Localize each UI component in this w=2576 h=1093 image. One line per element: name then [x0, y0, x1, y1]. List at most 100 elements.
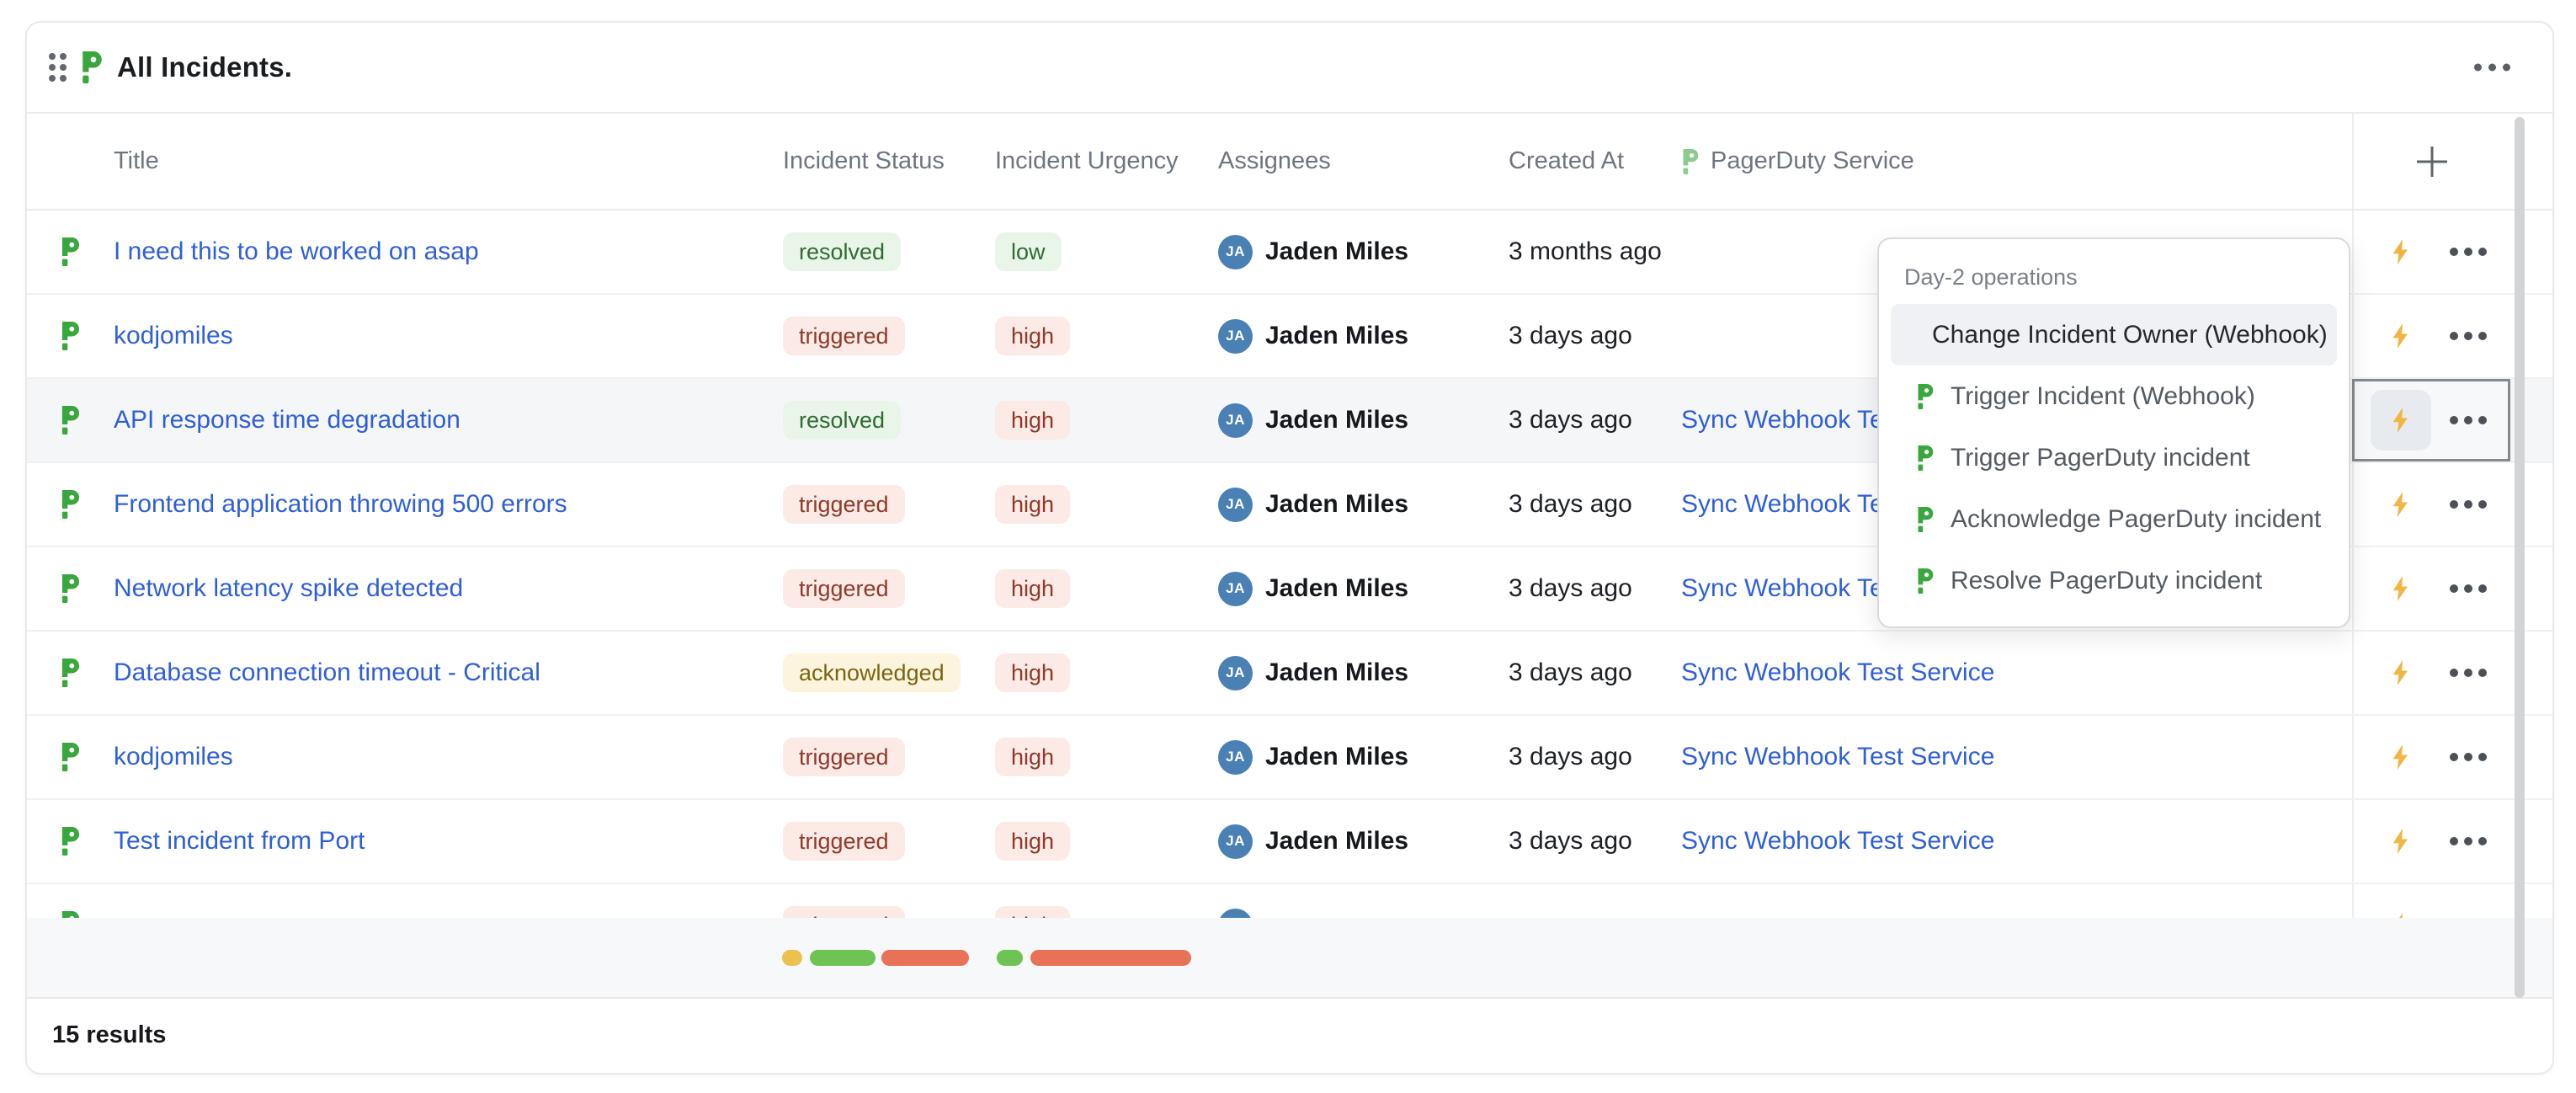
title-cell: kodjomiles — [114, 743, 783, 771]
status-badge: resolved — [783, 232, 901, 271]
pagerduty-port-icon — [80, 51, 104, 83]
run-action-button[interactable] — [2377, 481, 2424, 528]
urgency-cell: high — [995, 317, 1218, 355]
row-entity-cell — [27, 658, 114, 687]
row-menu-button[interactable] — [2445, 649, 2492, 696]
pagerduty-entity-icon — [60, 827, 81, 856]
urgency-badge: high — [995, 569, 1070, 608]
popup-menu-item-label: Trigger Incident (Webhook) — [1951, 382, 2255, 411]
table-row: triggered high — [27, 884, 2552, 918]
run-action-button[interactable] — [2371, 390, 2431, 451]
run-action-button[interactable] — [2377, 312, 2424, 360]
lightning-bolt-icon — [2387, 237, 2415, 266]
row-entity-cell — [27, 322, 114, 350]
pagerduty-entity-icon — [60, 911, 81, 918]
row-actions-cell — [2352, 463, 2510, 546]
popup-group-label: Day-2 operations — [1879, 259, 2349, 304]
avatar — [1218, 909, 1253, 919]
pagerduty-service-link[interactable]: Sync Webhook Test Service — [1681, 827, 1994, 855]
column-header-pagerduty-service[interactable]: PagerDuty Service — [1681, 147, 2352, 175]
lightning-bolt-icon — [2387, 743, 2415, 771]
results-count: 15 results — [52, 1021, 166, 1049]
popup-menu-item[interactable]: Resolve PagerDuty incident — [1891, 550, 2337, 611]
lightning-bolt-icon — [2387, 574, 2415, 603]
assignee-name: Jaden Miles — [1265, 574, 1408, 603]
add-column-cell — [2352, 114, 2510, 209]
incident-title-link[interactable]: Test incident from Port — [114, 827, 365, 855]
run-action-button[interactable] — [2377, 818, 2424, 865]
ellipsis-icon — [2450, 248, 2487, 256]
run-action-button[interactable] — [2377, 565, 2424, 612]
incident-title-link[interactable]: Database connection timeout - Critical — [114, 658, 540, 686]
row-menu-button[interactable] — [2445, 228, 2492, 275]
vertical-scrollbar[interactable] — [2515, 117, 2525, 998]
pagerduty-entity-icon — [60, 658, 81, 687]
incident-title-link[interactable]: Network latency spike detected — [114, 574, 463, 602]
popup-menu-item-label: Resolve PagerDuty incident — [1951, 567, 2262, 595]
urgency-badge: high — [995, 738, 1070, 776]
popup-menu-item[interactable]: Acknowledge PagerDuty incident — [1891, 488, 2337, 550]
status-badge: triggered — [783, 485, 905, 524]
run-action-button[interactable] — [2377, 733, 2424, 781]
status-cell: acknowledged — [783, 653, 995, 692]
row-entity-cell — [27, 237, 114, 266]
popup-menu-item[interactable]: Change Incident Owner (Webhook) — [1891, 304, 2337, 365]
drag-handle-icon[interactable] — [49, 53, 67, 82]
row-menu-button[interactable] — [2445, 902, 2492, 918]
pagerduty-service-link[interactable]: Sync Webhook Test Service — [1681, 743, 1994, 770]
assignees-cell: JA Jaden Miles — [1218, 740, 1509, 775]
assignees-cell: JA Jaden Miles — [1218, 488, 1509, 522]
distribution-pill — [1030, 950, 1191, 966]
table-row: kodjomiles triggered high JA Jaden Miles… — [27, 716, 2552, 800]
urgency-cell: high — [995, 738, 1218, 776]
row-actions-cell — [2352, 547, 2510, 630]
row-actions-cell — [2352, 295, 2510, 377]
row-menu-button[interactable] — [2445, 733, 2492, 781]
status-cell: resolved — [783, 401, 995, 440]
row-menu-button[interactable] — [2445, 565, 2492, 612]
plus-icon[interactable] — [2408, 138, 2456, 185]
column-header-created-at[interactable]: Created At — [1509, 147, 1681, 175]
popup-menu-item[interactable]: Trigger PagerDuty incident — [1891, 427, 2337, 488]
run-action-button[interactable] — [2377, 902, 2424, 918]
pagerduty-entity-icon — [60, 406, 81, 435]
lightning-bolt-icon — [2387, 322, 2415, 350]
row-actions-cell — [2352, 884, 2510, 918]
run-action-button[interactable] — [2377, 228, 2424, 275]
row-menu-button[interactable] — [2445, 397, 2492, 444]
assignee-name: Jaden Miles — [1265, 827, 1408, 856]
row-menu-button[interactable] — [2445, 312, 2492, 360]
assignee-name: Jaden Miles — [1265, 406, 1408, 435]
widget-menu-ellipsis-icon[interactable] — [2466, 56, 2519, 80]
urgency-cell: high — [995, 401, 1218, 440]
distribution-pill — [782, 950, 802, 966]
urgency-badge: high — [995, 485, 1070, 524]
created-at-cell: 3 days ago — [1509, 490, 1681, 519]
incident-title-link[interactable]: kodjomiles — [114, 322, 233, 349]
urgency-cell: high — [995, 822, 1218, 861]
pagerduty-entity-icon — [60, 237, 81, 266]
created-at-cell: 3 months ago — [1509, 237, 1681, 266]
incident-title-link[interactable]: Frontend application throwing 500 errors — [114, 490, 567, 518]
run-action-button[interactable] — [2377, 649, 2424, 696]
row-entity-cell — [27, 406, 114, 435]
column-header-title[interactable]: Title — [114, 147, 783, 175]
row-menu-button[interactable] — [2445, 818, 2492, 865]
column-header-assignees[interactable]: Assignees — [1218, 147, 1509, 175]
created-at-cell: 3 days ago — [1509, 574, 1681, 603]
day2-operations-popup: Day-2 operations Change Incident Owner (… — [1877, 237, 2350, 628]
status-badge: triggered — [783, 317, 905, 355]
pagerduty-service-link[interactable]: Sync Webhook Test Service — [1681, 658, 1994, 686]
incident-title-link[interactable]: I need this to be worked on asap — [114, 237, 479, 265]
popup-menu-item-label: Acknowledge PagerDuty incident — [1951, 505, 2321, 534]
row-actions-cell — [2352, 716, 2510, 798]
column-header-incident-status[interactable]: Incident Status — [783, 147, 995, 175]
row-menu-button[interactable] — [2445, 481, 2492, 528]
avatar: JA — [1218, 403, 1253, 438]
avatar: JA — [1218, 824, 1253, 859]
row-actions-cell — [2352, 379, 2510, 461]
column-header-incident-urgency[interactable]: Incident Urgency — [995, 147, 1218, 175]
incident-title-link[interactable]: kodjomiles — [114, 743, 233, 770]
popup-menu-item[interactable]: Trigger Incident (Webhook) — [1891, 365, 2337, 427]
incident-title-link[interactable]: API response time degradation — [114, 406, 460, 434]
